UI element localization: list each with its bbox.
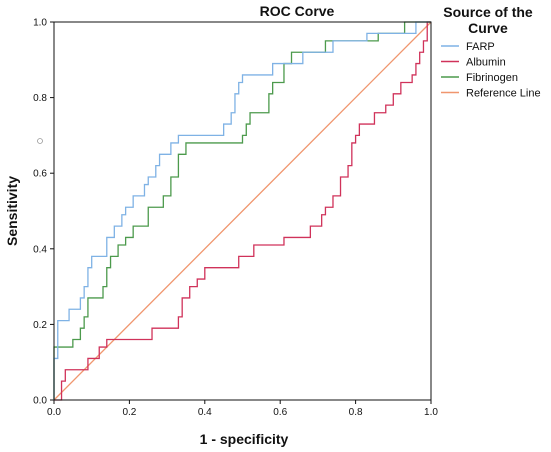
legend-label-farp: FARP <box>466 41 495 53</box>
legend-items: FARP Albumin Fibrinogen Reference Line <box>441 41 541 100</box>
y-tick-label: 1.0 <box>33 18 47 29</box>
x-tick-label: 0.4 <box>198 407 212 418</box>
y-tick-label: 0.6 <box>33 169 47 180</box>
legend: Source of the Curve FARP Albumin Fibrinoge… <box>441 4 541 100</box>
marker-dot <box>37 138 43 144</box>
x-tick-label: 0.6 <box>273 407 287 418</box>
legend-label-fibrinogen: Fibrinogen <box>466 72 518 84</box>
y-tick-label: 0.0 <box>33 396 47 407</box>
x-tick-label: 0.8 <box>349 407 363 418</box>
x-axis-ticks: 0.0 0.2 0.4 0.6 0.8 1.0 <box>47 400 438 418</box>
plot-frame <box>53 21 432 401</box>
series-line-reference-line <box>53 21 432 401</box>
legend-title-line2: Curve <box>468 20 508 36</box>
x-tick-label: 0.2 <box>122 407 136 418</box>
y-tick-label: 0.4 <box>33 244 47 255</box>
series-line-farp <box>53 21 431 400</box>
legend-label-albumin: Albumin <box>466 57 506 69</box>
legend-title-line1: Source of the <box>443 4 533 20</box>
y-axis-ticks: 0.0 0.2 0.4 0.6 0.8 1.0 <box>33 18 54 407</box>
series-line-albumin <box>54 21 431 401</box>
y-tick-label: 0.2 <box>33 320 47 331</box>
chart-title: ROC Corve <box>260 3 335 19</box>
y-axis-label: Sensitivity <box>4 176 20 246</box>
x-axis-label: 1 - specificity <box>200 431 289 447</box>
series-layer <box>53 21 432 401</box>
legend-label-reference-line: Reference Line <box>466 88 541 100</box>
x-tick-label: 1.0 <box>424 407 438 418</box>
x-tick-label: 0.0 <box>47 407 61 418</box>
y-tick-label: 0.8 <box>33 93 47 104</box>
